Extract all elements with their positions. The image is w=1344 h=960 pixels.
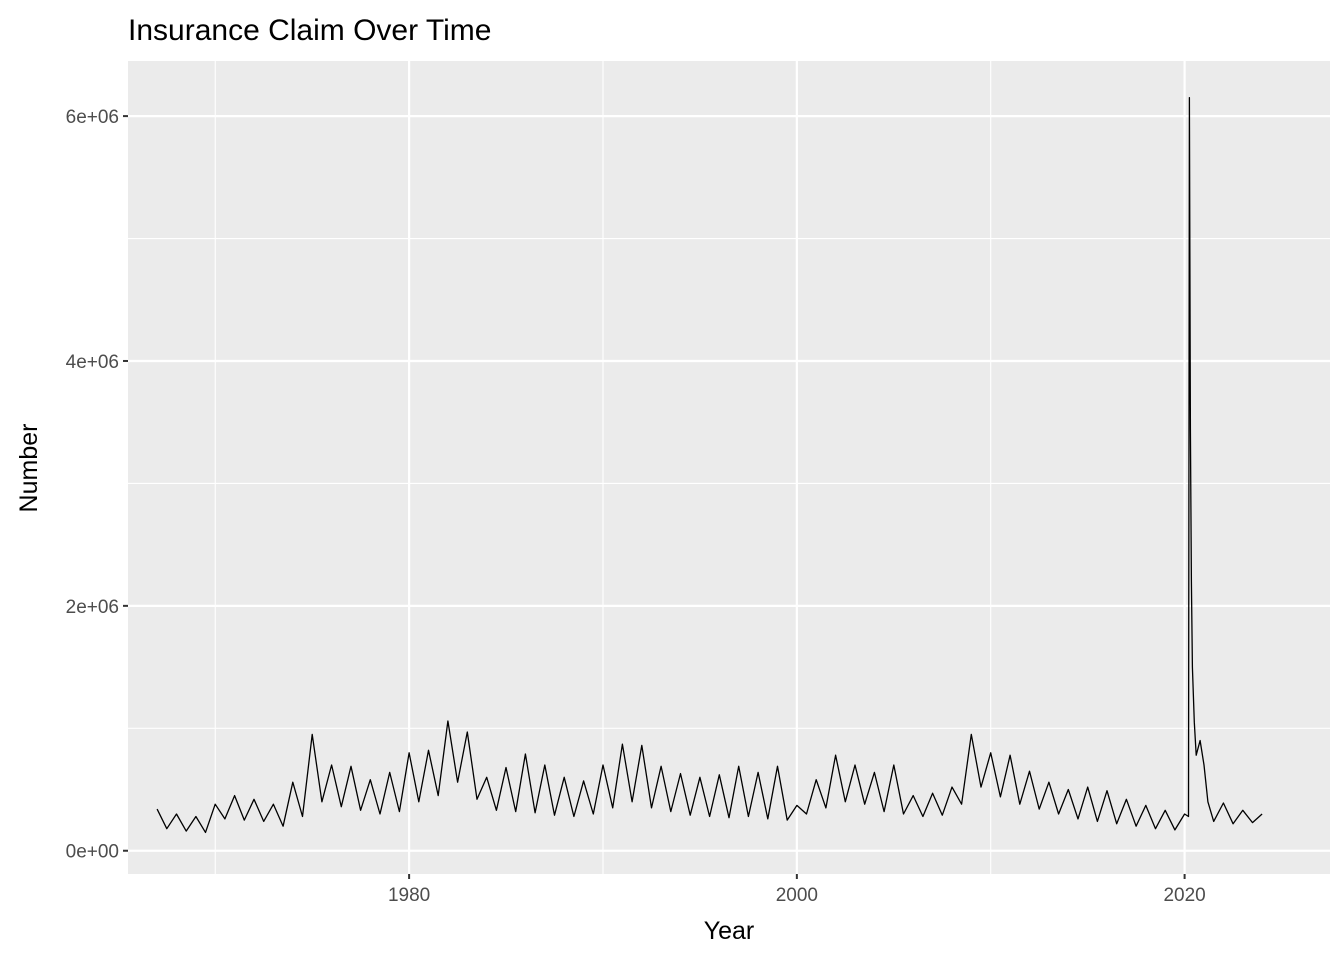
- chart-title: Insurance Claim Over Time: [128, 14, 491, 47]
- y-axis-ticks: 0e+00 2e+06 4e+06 6e+06: [66, 107, 128, 863]
- y-tick-label: 0e+00: [66, 842, 119, 863]
- series-line: [156, 97, 1263, 834]
- y-tick-label: 2e+06: [66, 597, 119, 618]
- y-tick-label: 6e+06: [66, 107, 119, 128]
- plot-panel: [128, 61, 1330, 874]
- x-tick-label: 1980: [388, 885, 430, 906]
- series-layer: [156, 97, 1263, 834]
- x-tick-label: 2000: [776, 885, 818, 906]
- grid-major: [128, 61, 1330, 874]
- y-axis-title: Number: [15, 424, 43, 513]
- grid-minor: [128, 61, 1330, 874]
- y-tick-label: 4e+06: [66, 352, 119, 373]
- x-axis-ticks: 1980 2000 2020: [388, 874, 1206, 906]
- x-tick-label: 2020: [1163, 885, 1205, 906]
- x-axis-title: Year: [704, 917, 755, 945]
